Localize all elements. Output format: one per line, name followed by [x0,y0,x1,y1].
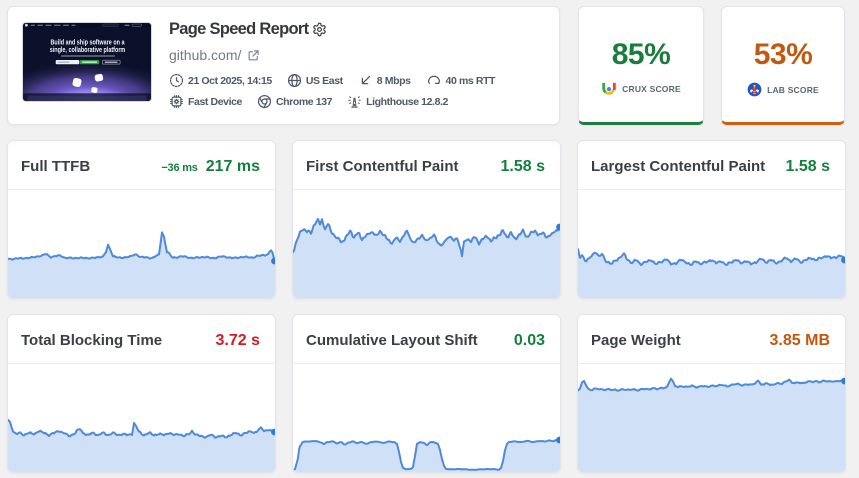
svg-text:single, collaborative platform: single, collaborative platform [50,46,126,54]
svg-text:Build and ship software on a: Build and ship software on a [50,39,125,47]
